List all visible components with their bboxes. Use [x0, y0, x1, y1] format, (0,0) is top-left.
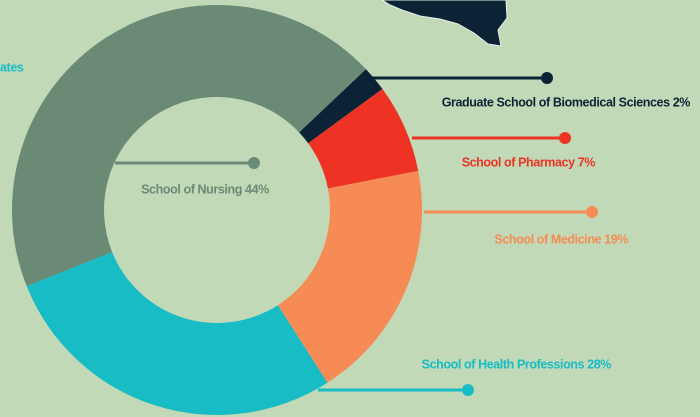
segment-label: School of Pharmacy 7%	[462, 155, 596, 169]
segment-label: School of Health Professions 28%	[422, 357, 612, 371]
annotation: ates	[0, 60, 24, 74]
segment-label: School of Nursing 44%	[141, 182, 269, 196]
donut-segment	[26, 251, 328, 415]
leader-dot	[462, 384, 474, 396]
donut-segment	[308, 88, 419, 189]
leader-dot	[248, 157, 260, 169]
segment-label: School of Medicine 19%	[494, 232, 628, 246]
donut-segment	[277, 170, 422, 383]
leader-dot	[541, 72, 553, 84]
donut-segment	[299, 69, 383, 144]
donut-segment	[12, 4, 366, 287]
leader-dot	[586, 206, 598, 218]
map-shape	[381, 0, 508, 47]
leader-dot	[559, 132, 571, 144]
segment-label: Graduate School of Biomedical Sciences 2…	[442, 95, 691, 109]
